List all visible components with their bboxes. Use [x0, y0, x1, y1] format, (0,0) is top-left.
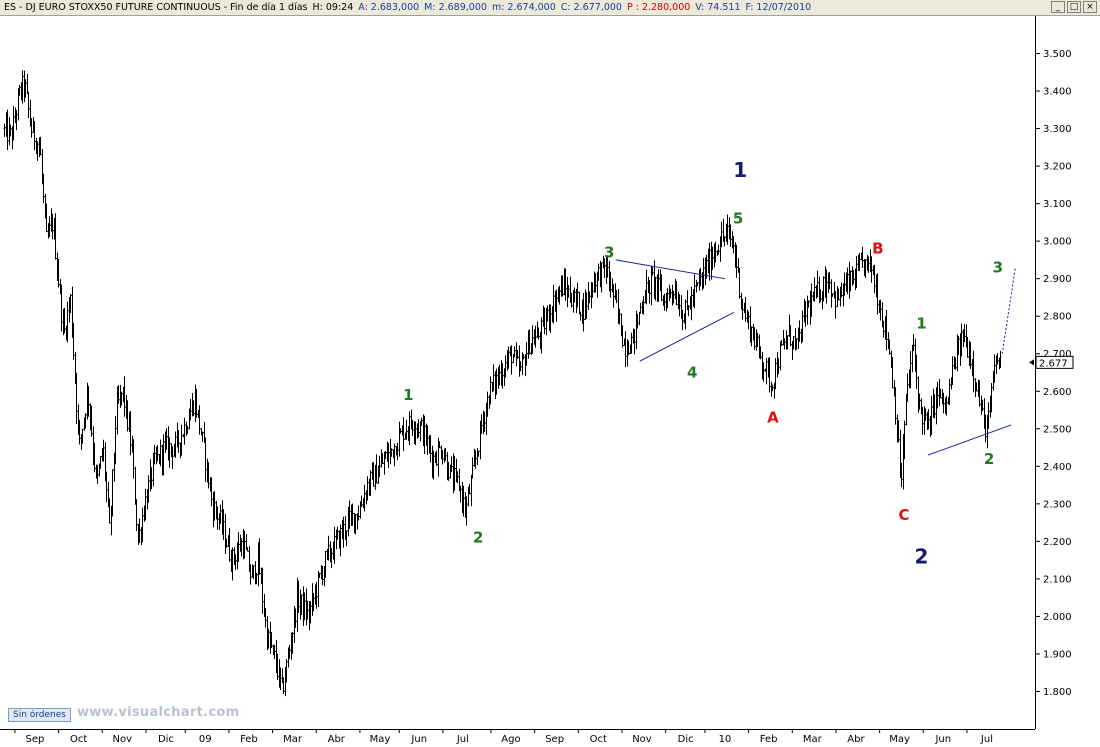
- y-tick-label: 2.400: [1043, 462, 1072, 473]
- x-tick-label: Oct: [70, 734, 87, 745]
- wave-label: 5: [733, 210, 743, 228]
- title-part: P : 2.280,000: [626, 2, 691, 13]
- trendline: [615, 259, 726, 280]
- y-tick-label: 2.600: [1043, 387, 1072, 398]
- price-chart[interactable]: 1.800 1.900 2.000 2.100 2.200 2.300 2.400 2.500…: [0, 16, 1100, 747]
- title-part: A: 2.683,000: [358, 2, 420, 13]
- y-tick-label: 1.800: [1043, 687, 1072, 698]
- title-part: m: 2.674,000: [491, 2, 556, 13]
- y-tick-label: 3.000: [1043, 237, 1072, 248]
- wave-label: B: [872, 240, 883, 258]
- last-price-box: [1035, 355, 1074, 369]
- close-button[interactable]: ×: [1083, 1, 1097, 13]
- x-tick-label: Nov: [632, 734, 652, 745]
- x-tick-label: Mar: [803, 734, 823, 745]
- last-price-arrow: [1029, 359, 1034, 366]
- x-tick-label: Feb: [240, 734, 258, 745]
- y-tick-label: 2.000: [1043, 612, 1072, 623]
- x-tick-label: 09: [199, 734, 212, 745]
- trendline: [639, 312, 734, 362]
- x-tick-label: 10: [719, 734, 732, 745]
- wave-label: C: [898, 506, 909, 524]
- x-tick-label: Abr: [847, 734, 865, 745]
- title-part: V: 74.511: [695, 2, 741, 13]
- y-tick-label: 2.900: [1043, 274, 1072, 285]
- orders-button[interactable]: Sin órdenes: [8, 708, 71, 722]
- x-tick-label: Jun: [934, 734, 951, 745]
- title-info: ES - DJ EURO STOXX50 FUTURE CONTINUOUS -…: [4, 0, 816, 15]
- wave-label: 3: [604, 243, 614, 261]
- wave-label: 4: [687, 364, 697, 382]
- x-tick-label: Abr: [328, 734, 346, 745]
- x-tick-label: Dic: [678, 734, 694, 745]
- y-tick-label: 2.200: [1043, 537, 1072, 548]
- x-tick-label: Jul: [456, 734, 469, 745]
- y-tick-label: 3.200: [1043, 162, 1072, 173]
- x-tick-label: Oct: [590, 734, 607, 745]
- last-price-label: 2.677: [1039, 358, 1068, 369]
- maximize-button[interactable]: □: [1067, 1, 1081, 13]
- x-tick-label: Dic: [158, 734, 174, 745]
- wave-label: 2: [984, 450, 994, 468]
- x-tick-label: Mar: [283, 734, 303, 745]
- window-title-bar: ES - DJ EURO STOXX50 FUTURE CONTINUOUS -…: [0, 0, 1100, 16]
- y-tick-label: 2.100: [1043, 574, 1072, 585]
- wave-label: 3: [993, 258, 1003, 276]
- wave-label: 1: [733, 158, 747, 182]
- title-part: C: 2.677,000: [560, 2, 622, 13]
- y-tick-label: 3.300: [1043, 124, 1072, 135]
- title-part: ES - DJ EURO STOXX50 FUTURE CONTINUOUS -…: [4, 2, 308, 13]
- x-tick-label: Sep: [545, 734, 564, 745]
- wave-label: 2: [914, 544, 928, 568]
- wave-label: 2: [473, 529, 483, 547]
- wave-label: 1: [916, 315, 926, 333]
- x-tick-label: Jun: [410, 734, 427, 745]
- title-part: H: 09:24: [312, 2, 354, 13]
- x-tick-label: May: [889, 734, 910, 745]
- trendline: [1001, 267, 1016, 354]
- watermark-text: www.visualchart.com: [77, 705, 240, 720]
- y-tick-label: 2.800: [1043, 312, 1072, 323]
- title-part: F: 12/07/2010: [745, 2, 812, 13]
- wave-label: A: [767, 409, 779, 427]
- minimize-button[interactable]: _: [1051, 1, 1065, 13]
- x-tick-label: May: [370, 734, 391, 745]
- x-tick-label: Sep: [26, 734, 45, 745]
- y-tick-label: 2.700: [1043, 349, 1072, 360]
- y-tick-label: 3.400: [1043, 87, 1072, 98]
- title-part: M: 2.689,000: [424, 2, 487, 13]
- x-tick-label: Ago: [501, 734, 520, 745]
- price-bars: [3, 70, 1002, 697]
- y-tick-label: 3.100: [1043, 199, 1072, 210]
- x-tick-label: Nov: [113, 734, 133, 745]
- plot-area: 1.800 1.900 2.000 2.100 2.200 2.300 2.400 2.500…: [0, 16, 1074, 745]
- y-tick-label: 2.300: [1043, 499, 1072, 510]
- wave-label: 1: [403, 386, 413, 404]
- trendline: [927, 424, 1012, 456]
- y-tick-label: 2.500: [1043, 424, 1072, 435]
- y-tick-label: 3.500: [1043, 49, 1072, 60]
- x-tick-label: Jul: [980, 734, 993, 745]
- y-tick-label: 1.900: [1043, 649, 1072, 660]
- x-tick-label: Feb: [760, 734, 778, 745]
